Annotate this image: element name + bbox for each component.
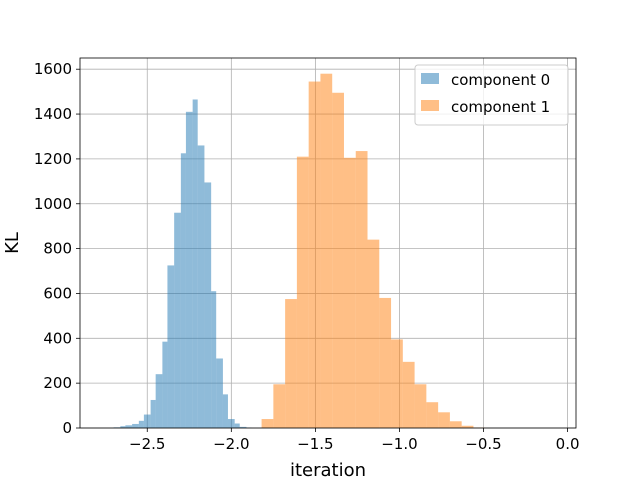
histogram-bar: [343, 157, 356, 428]
x-tick-label: −1.5: [297, 435, 333, 453]
histogram-bar: [222, 394, 228, 428]
legend-label-component-0: component 0: [451, 71, 550, 89]
histogram-bar: [402, 361, 415, 428]
histogram-bar: [197, 145, 205, 429]
histogram-bar: [449, 421, 462, 428]
x-axis-label: iteration: [290, 460, 366, 480]
legend-label-component-1: component 1: [451, 98, 550, 116]
histogram-bar: [332, 92, 344, 429]
x-tick-label: −2.0: [213, 435, 249, 453]
histogram-bar: [273, 384, 286, 428]
legend-swatch-component-0: [421, 73, 439, 84]
legend-frame: [414, 64, 569, 126]
histogram-bars: [113, 73, 486, 429]
histogram-bar: [120, 426, 126, 428]
histogram-bar: [227, 419, 235, 428]
y-tick-label: 400: [43, 329, 72, 347]
histogram-bar: [285, 299, 297, 428]
histogram-bar: [261, 419, 274, 428]
histogram-bar: [216, 358, 223, 428]
histogram-bar: [234, 423, 240, 428]
x-axis: −2.5 −2.0 −1.5 −1.0 −0.5 0.0: [129, 428, 580, 453]
series-component-0: [113, 99, 252, 429]
histogram-bar: [150, 399, 156, 428]
histogram-bar: [167, 265, 175, 428]
histogram-bar: [414, 384, 427, 428]
legend-swatch-component-1: [421, 100, 439, 111]
histogram-bar: [132, 423, 139, 428]
y-tick-label: 1400: [34, 105, 72, 123]
y-tick-label: 0: [62, 419, 72, 437]
histogram-bar: [211, 291, 217, 428]
histogram-bar: [379, 297, 392, 428]
histogram-bar: [426, 402, 439, 428]
y-tick-label: 1200: [34, 150, 72, 168]
plot-area-frame: [79, 57, 577, 429]
histogram-bar: [180, 153, 186, 428]
histogram-bar: [138, 420, 144, 428]
x-tick-label: 0.0: [556, 435, 580, 453]
histogram-bar: [162, 341, 168, 428]
x-tick-label: −1.0: [381, 435, 417, 453]
y-tick-label: 1600: [34, 60, 72, 78]
y-axis-label: KL: [2, 232, 23, 254]
histogram-bar: [143, 414, 151, 428]
histogram-bar: [174, 212, 181, 428]
histogram-bar: [125, 425, 133, 428]
histogram-bar: [239, 426, 247, 428]
histogram-bar: [438, 412, 450, 428]
histogram-bar: [355, 151, 368, 428]
y-tick-label: 200: [43, 374, 72, 392]
y-axis: 0 200 400 600 800 1000 1200 1400 1600: [34, 60, 80, 437]
histogram-bar: [320, 73, 333, 429]
x-tick-label: −2.5: [129, 435, 165, 453]
y-tick-label: 600: [43, 284, 72, 302]
y-tick-label: 1000: [34, 195, 72, 213]
histogram-bar: [192, 99, 198, 428]
histogram-bar: [296, 156, 309, 428]
histogram-bar: [461, 425, 474, 428]
histogram-bar: [308, 81, 321, 428]
x-tick-label: −0.5: [465, 435, 501, 453]
histogram-bar: [185, 111, 193, 429]
histogram-bar: [204, 182, 212, 428]
histogram-bar: [155, 374, 163, 428]
y-tick-label: 800: [43, 240, 72, 258]
legend: component 0 component 1: [414, 64, 569, 126]
histogram-bar: [391, 339, 403, 428]
histogram-bar: [367, 239, 380, 428]
series-component-1: [261, 73, 486, 429]
